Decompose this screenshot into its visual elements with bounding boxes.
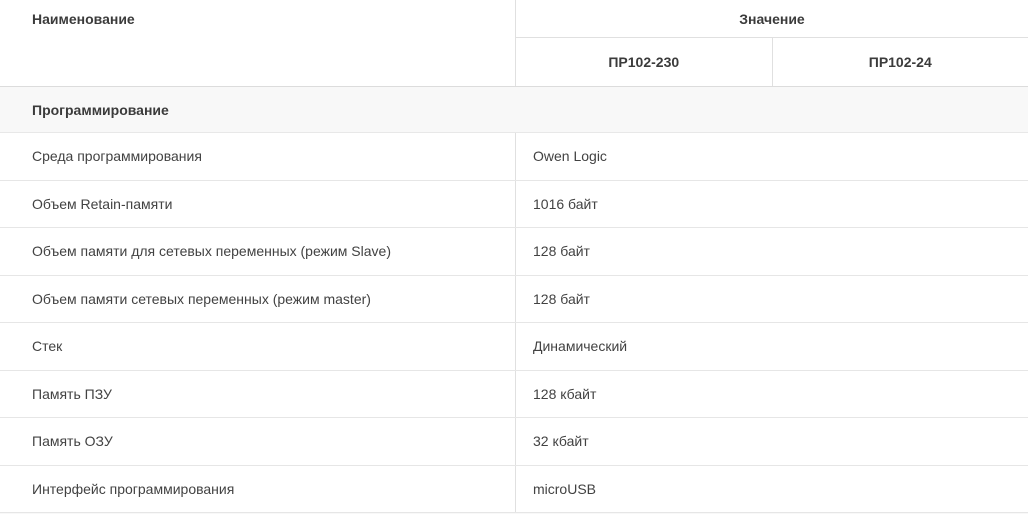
section-row-programming: Программирование [0, 86, 1028, 133]
value-column-header: Значение [516, 0, 1028, 38]
spec-name-cell: Память ОЗУ [0, 418, 516, 465]
spec-name-cell: Объем Retain-памяти [0, 180, 516, 227]
spec-name-cell: Стек [0, 323, 516, 370]
name-column-header: Наименование [0, 0, 516, 86]
table-header: Наименование Значение ПР102-230 ПР102-24 [0, 0, 1028, 86]
spec-value-cell: 128 байт [533, 290, 590, 307]
spec-name-cell: Объем памяти сетевых переменных (режим m… [0, 275, 516, 322]
table-row: Стек Динамический [0, 323, 1028, 371]
table-row: Интерфейс программирования microUSB [0, 465, 1028, 513]
table-row: Среда программирования Owen Logic [0, 133, 1028, 181]
spec-value-cell: Динамический [533, 338, 628, 355]
spec-value-cell: 1016 байт [533, 195, 598, 212]
spec-value-cell: microUSB [533, 480, 597, 497]
spec-name-cell: Память ПЗУ [0, 370, 516, 417]
value-column-group: Значение ПР102-230 ПР102-24 [516, 0, 1028, 86]
spec-value-cell: 128 байт [533, 243, 590, 260]
spec-name-cell: Объем памяти для сетевых переменных (реж… [0, 228, 516, 275]
table-row: Память ПЗУ 128 кбайт [0, 370, 1028, 418]
model-column-header-pr102-230: ПР102-230 [516, 38, 773, 86]
table-row: Объем памяти сетевых переменных (режим m… [0, 275, 1028, 323]
table-row: Объем памяти для сетевых переменных (реж… [0, 228, 1028, 276]
model-column-header-pr102-24: ПР102-24 [868, 54, 932, 70]
section-label: Программирование [32, 101, 169, 118]
table-row: Память ОЗУ 32 кбайт [0, 418, 1028, 466]
spec-value-cell: 32 кбайт [533, 433, 589, 450]
spec-name-cell: Среда программирования [0, 133, 516, 180]
spec-value-cell: Owen Logic [533, 148, 607, 165]
model-columns: ПР102-230 ПР102-24 [516, 38, 1028, 86]
table-row: Объем Retain-памяти 1016 байт [0, 180, 1028, 228]
spec-name-cell: Интерфейс программирования [0, 465, 516, 512]
spec-value-cell: 128 кбайт [533, 385, 597, 402]
